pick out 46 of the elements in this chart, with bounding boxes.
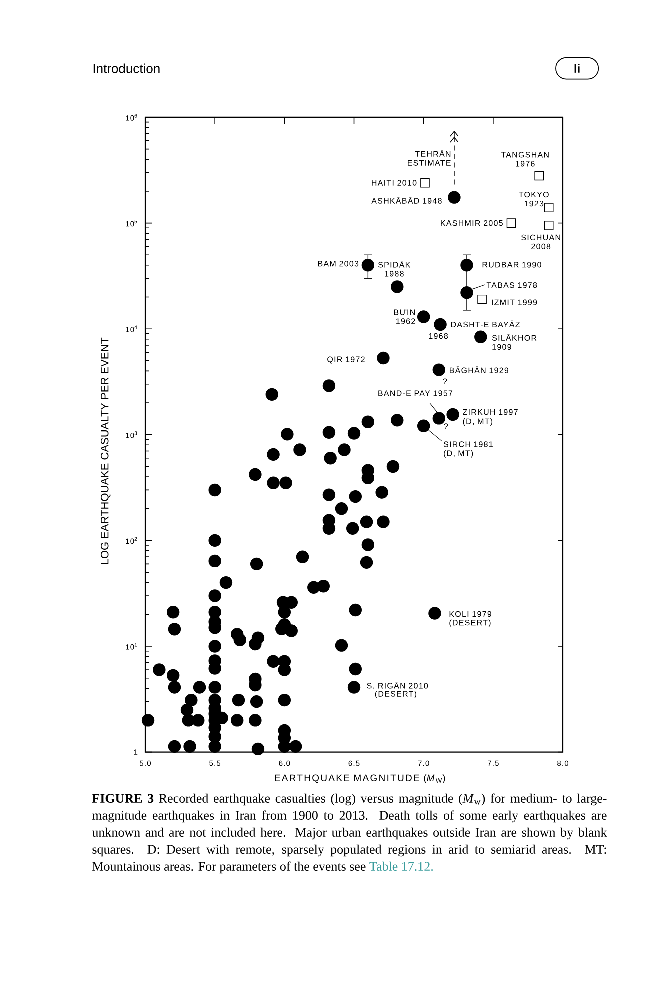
annotation: SILĀKHOR 1909 bbox=[492, 334, 537, 350]
annotation: 1968 bbox=[429, 333, 448, 340]
x-axis-title: EARTHQUAKE MAGNITUDE (M$_{W}$) bbox=[275, 774, 446, 784]
annotation: TANGSHAN 1976 bbox=[501, 152, 549, 167]
annotation: (D, MT) bbox=[463, 418, 493, 426]
annotation: RUDBĀR 1990 bbox=[482, 261, 542, 268]
text: FIGURE 3 Recorded earthquake casualties (log) versus magnitude (M$_{w}$) for medium- to large- bbox=[92, 794, 607, 806]
annotation: TOKYO 1923 bbox=[519, 192, 549, 207]
annotation: BAND-E PAY 1957 bbox=[378, 390, 453, 396]
point bbox=[544, 203, 554, 212]
point bbox=[460, 259, 474, 272]
annotation: (DESERT) bbox=[375, 691, 417, 698]
text: squares. D: Desert with remote, sparsely populated regions in arid to semiarid areas. MT: bbox=[92, 844, 606, 857]
annotation: TABAS 1978 bbox=[486, 282, 538, 288]
text: li bbox=[574, 64, 580, 73]
annotation: TEHRĀN ESTIMATE bbox=[408, 150, 451, 166]
point bbox=[362, 259, 375, 272]
annotation: KASHMIR 2005 bbox=[441, 220, 503, 226]
point bbox=[544, 220, 554, 230]
annotation: QIR 1972 bbox=[328, 356, 365, 364]
point bbox=[506, 218, 516, 228]
annotation: BĀGHĀN 1929 bbox=[450, 366, 509, 374]
text: Introduction bbox=[94, 64, 160, 74]
annotation: ? bbox=[444, 424, 448, 430]
annotation: SPIDĀK 1988 bbox=[378, 261, 411, 277]
annotation: BU'IN 1962 bbox=[394, 310, 416, 324]
point bbox=[534, 171, 544, 181]
annotation: HAITI 2010 bbox=[372, 180, 417, 186]
annotation: (DESERT) bbox=[450, 620, 491, 628]
annotation: DASHT-E BAYĀZ bbox=[451, 320, 520, 328]
text: Mountainous areas. For parameters of the events see bbox=[92, 862, 366, 874]
point bbox=[420, 178, 430, 188]
annotation: ZIRKUH 1997 bbox=[463, 409, 518, 416]
annotation: IZMIT 1999 bbox=[492, 300, 538, 306]
caption: Table 17.12. bbox=[370, 862, 434, 872]
text: magnitude earthquakes in Iran from 1900 to 2013. Death tolls of some early earthquakes are bbox=[92, 810, 607, 823]
annotation: KOLI 1979 bbox=[450, 611, 492, 618]
annotation: S. RIGĀN 2010 bbox=[367, 682, 428, 689]
point bbox=[478, 294, 487, 304]
annotation: SIRCH 1981 (D, MT) bbox=[444, 442, 493, 458]
annotation: SICHUAN 2008 bbox=[522, 234, 560, 250]
y-axis-title: LOG EARTHQUAKE CASUALTY PER EVENT bbox=[100, 338, 111, 564]
annotation: ? bbox=[443, 378, 448, 384]
annotation: BAM 2003 bbox=[318, 261, 359, 267]
annotation: ASHKĀBĀD 1948 bbox=[372, 197, 442, 204]
text: unknown and are not included here. Major urban earthquakes outside Iran are shown by blank bbox=[92, 828, 608, 840]
